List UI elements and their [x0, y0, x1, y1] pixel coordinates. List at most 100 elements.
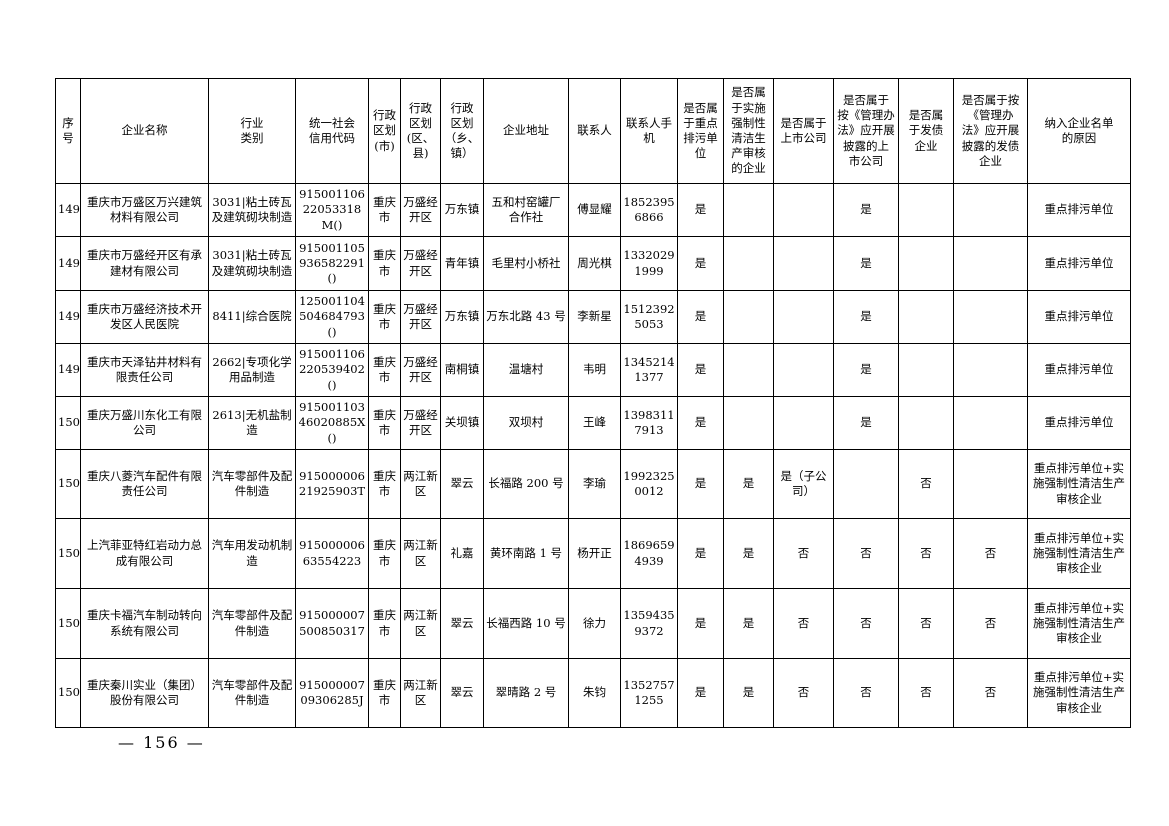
cell-cleaner-production-audit	[723, 343, 774, 397]
column-header-key-pollutant-unit: 是否属 于重点 排污单 位	[677, 78, 724, 184]
cell-address: 毛里村小桥社	[483, 236, 569, 291]
cell-region-town: 翠云	[440, 588, 484, 659]
cell-index: 1503	[55, 588, 81, 659]
cell-index: 1496	[55, 183, 81, 237]
cell-credit-code: 125001104504684793()	[295, 290, 369, 344]
cell-company-name: 重庆八菱汽车配件有限责任公司	[80, 449, 209, 519]
cell-index: 1499	[55, 343, 81, 397]
cell-credit-code: 91500110622053318M()	[295, 183, 369, 237]
cell-cleaner-production-audit: 是	[723, 449, 774, 519]
cell-credit-code: 91500000663554223	[295, 518, 369, 589]
cell-listed-disclosure: 否	[833, 658, 899, 728]
cell-contact-phone: 18523956866	[620, 183, 678, 237]
cell-industry-category: 3031|粘土砖瓦及建筑砌块制造	[208, 183, 296, 237]
cell-key-pollutant-unit: 是	[677, 343, 724, 397]
column-header-industry-category: 行业 类别	[208, 78, 296, 184]
cell-bond-issuer	[898, 396, 954, 450]
cell-region-town: 礼嘉	[440, 518, 484, 589]
cell-contact-name: 韦明	[568, 343, 621, 397]
cell-bond-issuer	[898, 236, 954, 291]
cell-address: 万东北路 43 号	[483, 290, 569, 344]
cell-key-pollutant-unit: 是	[677, 236, 724, 291]
page-number: — 156 —	[118, 733, 205, 752]
column-header-cleaner-production-audit: 是否属 于实施 强制性 清洁生 产审核 的企业	[723, 78, 774, 184]
cell-company-name: 重庆卡福汽车制动转向系统有限公司	[80, 588, 209, 659]
cell-industry-category: 2662|专项化学用品制造	[208, 343, 296, 397]
cell-cleaner-production-audit: 是	[723, 658, 774, 728]
table-row: 1500重庆万盛川东化工有限公司2613|无机盐制造91500110346020…	[55, 396, 1131, 450]
cell-contact-name: 杨开正	[568, 518, 621, 589]
column-header-bond-disclosure: 是否属于按 《管理办 法》应开展 披露的发债 企业	[953, 78, 1028, 184]
cell-region-town: 万东镇	[440, 290, 484, 344]
cell-bond-issuer: 否	[898, 449, 954, 519]
cell-bond-issuer: 否	[898, 588, 954, 659]
cell-address: 翠晴路 2 号	[483, 658, 569, 728]
cell-contact-phone: 18696594939	[620, 518, 678, 589]
cell-region-city: 重庆市	[368, 343, 401, 397]
cell-region-city: 重庆市	[368, 658, 401, 728]
cell-region-city: 重庆市	[368, 290, 401, 344]
cell-address: 黄环南路 1 号	[483, 518, 569, 589]
column-header-address: 企业地址	[483, 78, 569, 184]
table-row: 1498重庆市万盛经济技术开发区人民医院8411|综合医院12500110450…	[55, 290, 1131, 344]
cell-contact-name: 徐力	[568, 588, 621, 659]
cell-key-pollutant-unit: 是	[677, 658, 724, 728]
cell-region-city: 重庆市	[368, 396, 401, 450]
column-header-contact-phone: 联系人手 机	[620, 78, 678, 184]
table-row: 1499重庆市天泽钻井材料有限责任公司2662|专项化学用品制造91500110…	[55, 343, 1131, 397]
cell-listed-company	[773, 343, 834, 397]
column-header-contact-name: 联系人	[568, 78, 621, 184]
column-header-region-town: 行政 区划 （乡、 镇）	[440, 78, 484, 184]
cell-address: 长福西路 10 号	[483, 588, 569, 659]
cell-listed-disclosure: 是	[833, 290, 899, 344]
cell-company-name: 上汽菲亚特红岩动力总成有限公司	[80, 518, 209, 589]
cell-listed-company: 否	[773, 518, 834, 589]
cell-listed-disclosure: 是	[833, 183, 899, 237]
cell-contact-name: 周光棋	[568, 236, 621, 291]
cell-industry-category: 汽车用发动机制造	[208, 518, 296, 589]
cell-contact-phone: 13320291999	[620, 236, 678, 291]
cell-index: 1501	[55, 449, 81, 519]
cell-contact-name: 李瑜	[568, 449, 621, 519]
cell-industry-category: 汽车零部件及配件制造	[208, 658, 296, 728]
cell-region-city: 重庆市	[368, 236, 401, 291]
cell-key-pollutant-unit: 是	[677, 183, 724, 237]
cell-region-district: 万盛经开区	[400, 183, 441, 237]
cell-contact-phone: 15123925053	[620, 290, 678, 344]
cell-credit-code: 915001106220539402()	[295, 343, 369, 397]
cell-listed-company	[773, 236, 834, 291]
column-header-region-district: 行政 区划 (区、 县)	[400, 78, 441, 184]
table-row: 1502上汽菲亚特红岩动力总成有限公司汽车用发动机制造9150000066355…	[55, 518, 1131, 589]
cell-contact-name: 李新星	[568, 290, 621, 344]
cell-credit-code: 91500000709306285J	[295, 658, 369, 728]
table-row: 1496重庆市万盛区万兴建筑材料有限公司3031|粘土砖瓦及建筑砌块制造9150…	[55, 183, 1131, 237]
cell-index: 1500	[55, 396, 81, 450]
cell-listed-company: 是（子公司）	[773, 449, 834, 519]
cell-listed-company: 否	[773, 658, 834, 728]
cell-bond-issuer	[898, 183, 954, 237]
cell-region-town: 南桐镇	[440, 343, 484, 397]
cell-region-district: 万盛经开区	[400, 236, 441, 291]
cell-bond-disclosure	[953, 236, 1028, 291]
cell-contact-phone: 13452141377	[620, 343, 678, 397]
cell-cleaner-production-audit	[723, 396, 774, 450]
cell-contact-phone: 19923250012	[620, 449, 678, 519]
cell-listed-company	[773, 183, 834, 237]
cell-bond-disclosure	[953, 449, 1028, 519]
column-header-inclusion-reason: 纳入企业名单 的原因	[1027, 78, 1131, 184]
cell-company-name: 重庆市天泽钻井材料有限责任公司	[80, 343, 209, 397]
cell-inclusion-reason: 重点排污单位	[1027, 183, 1131, 237]
cell-region-district: 两江新区	[400, 518, 441, 589]
cell-address: 温塘村	[483, 343, 569, 397]
cell-credit-code: 91500110346020885X()	[295, 396, 369, 450]
cell-key-pollutant-unit: 是	[677, 449, 724, 519]
cell-industry-category: 汽车零部件及配件制造	[208, 588, 296, 659]
cell-address: 双坝村	[483, 396, 569, 450]
cell-bond-disclosure	[953, 343, 1028, 397]
cell-key-pollutant-unit: 是	[677, 588, 724, 659]
column-header-credit-code: 统一社会 信用代码	[295, 78, 369, 184]
cell-listed-disclosure: 是	[833, 396, 899, 450]
cell-cleaner-production-audit	[723, 183, 774, 237]
cell-industry-category: 8411|综合医院	[208, 290, 296, 344]
